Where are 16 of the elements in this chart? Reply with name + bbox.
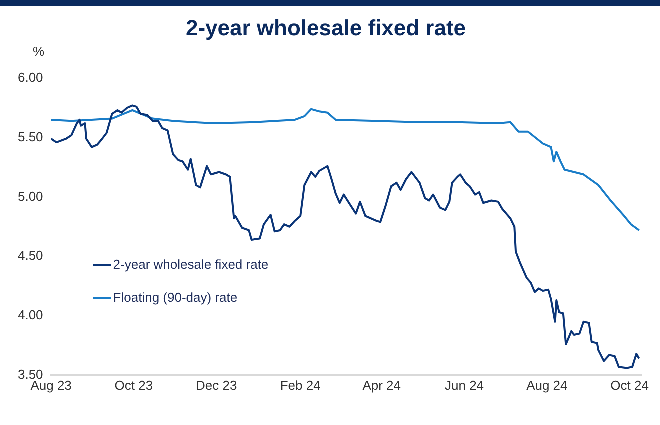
x-tick-label: Dec 23: [196, 378, 238, 393]
y-tick-label: 4.00: [18, 308, 44, 323]
x-tick-label: Feb 24: [280, 378, 321, 393]
x-tick-label: Apr 24: [362, 378, 402, 393]
chart-title: 2-year wholesale fixed rate: [186, 15, 466, 40]
y-tick-label: 5.00: [18, 188, 44, 204]
x-tick-label: Aug 24: [526, 378, 568, 393]
x-tick-label: Oct 24: [610, 378, 649, 393]
legend-label: 2-year wholesale fixed rate: [113, 256, 269, 272]
y-tick-label: 6.00: [18, 70, 44, 85]
x-tick-label: Oct 23: [114, 378, 154, 393]
x-tick-label: Jun 24: [444, 378, 484, 393]
y-axis-title: %: [33, 44, 45, 59]
legend-label: Floating (90-day) rate: [113, 290, 238, 305]
y-tick-label: 5.50: [18, 129, 44, 144]
y-tick-label: 4.50: [18, 248, 44, 264]
